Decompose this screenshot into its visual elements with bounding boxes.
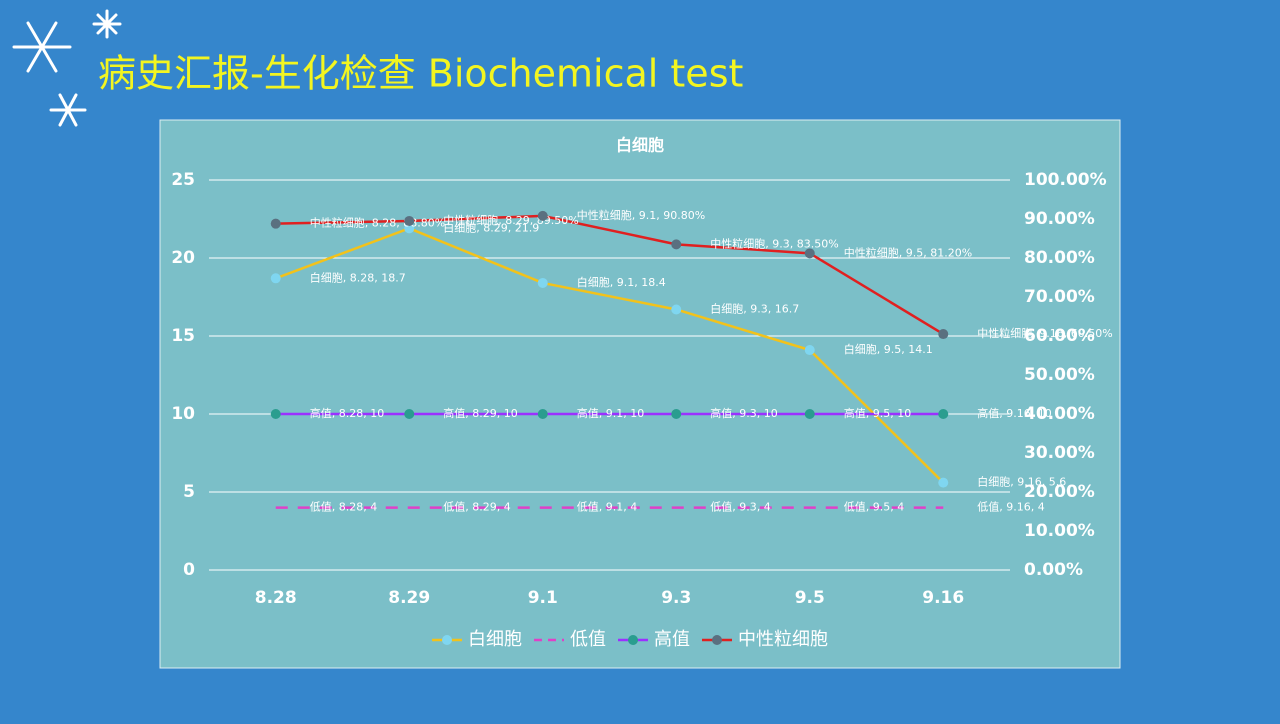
y-tick-label: 20 bbox=[171, 248, 195, 268]
x-tick-label: 9.16 bbox=[922, 588, 964, 608]
data-point bbox=[804, 409, 815, 419]
y2-tick-label: 70.00% bbox=[1024, 287, 1095, 307]
data-point bbox=[938, 477, 949, 488]
series-line bbox=[275, 214, 944, 336]
data-label: 低值, 8.29, 4 bbox=[443, 501, 510, 514]
data-point bbox=[938, 409, 949, 419]
data-point bbox=[270, 273, 281, 284]
data-point bbox=[671, 409, 682, 419]
data-point bbox=[270, 409, 281, 419]
data-point bbox=[404, 409, 415, 419]
snowflake-decoration bbox=[12, 9, 122, 127]
legend-label: 低值 bbox=[570, 629, 606, 650]
data-point bbox=[404, 215, 415, 226]
y-tick-label: 10 bbox=[171, 404, 195, 424]
y2-tick-label: 10.00% bbox=[1024, 521, 1095, 541]
legend-label: 白细胞 bbox=[468, 629, 522, 650]
data-point bbox=[537, 277, 548, 288]
y2-tick-label: 50.00% bbox=[1024, 365, 1095, 385]
x-tick-label: 9.3 bbox=[661, 588, 691, 608]
x-tick-label: 9.1 bbox=[528, 588, 558, 608]
data-label: 低值, 9.16, 4 bbox=[977, 501, 1044, 514]
y-tick-label: 15 bbox=[171, 326, 195, 346]
data-label: 低值, 9.1, 4 bbox=[577, 501, 637, 514]
x-tick-label: 8.28 bbox=[255, 588, 297, 608]
data-label: 高值, 9.5, 10 bbox=[844, 406, 911, 420]
data-label: 高值, 9.16, 10 bbox=[977, 406, 1051, 420]
data-label: 低值, 8.28, 4 bbox=[310, 501, 377, 514]
data-label: 白细胞, 9.3, 16.7 bbox=[710, 301, 799, 315]
data-label: 白细胞, 8.28, 18.7 bbox=[310, 270, 406, 284]
data-point bbox=[270, 218, 281, 229]
y2-tick-label: 20.00% bbox=[1024, 482, 1095, 502]
data-point bbox=[938, 329, 949, 340]
chart-title: 白细胞 bbox=[616, 136, 664, 155]
data-point bbox=[671, 304, 682, 315]
data-label: 中性粒细胞, 9.3, 83.50% bbox=[710, 236, 838, 250]
data-point bbox=[404, 223, 415, 234]
data-label: 高值, 9.3, 10 bbox=[710, 406, 777, 420]
series-line bbox=[275, 227, 945, 484]
y2-tick-label: 60.00% bbox=[1024, 326, 1095, 346]
y-tick-label: 0 bbox=[183, 560, 195, 580]
data-point bbox=[537, 409, 548, 419]
data-label: 中性粒细胞, 9.16, 60.50% bbox=[977, 326, 1112, 340]
x-tick-label: 9.5 bbox=[795, 588, 825, 608]
data-point bbox=[804, 248, 815, 259]
data-label: 高值, 9.1, 10 bbox=[577, 406, 644, 420]
data-label: 中性粒细胞, 8.29, 89.50% bbox=[443, 213, 578, 227]
data-label: 中性粒细胞, 8.28, 88.80% bbox=[310, 216, 445, 230]
data-point bbox=[804, 345, 815, 356]
y2-tick-label: 90.00% bbox=[1024, 209, 1095, 229]
data-label: 白细胞, 9.5, 14.1 bbox=[844, 342, 933, 356]
legend-marker bbox=[712, 635, 722, 645]
data-label: 中性粒细胞, 9.1, 90.80% bbox=[577, 208, 705, 222]
data-label: 中性粒细胞, 9.5, 81.20% bbox=[844, 245, 972, 259]
slide-title: 病史汇报-生化检查 Biochemical test bbox=[98, 52, 743, 96]
data-point bbox=[537, 210, 548, 221]
data-label: 白细胞, 9.1, 18.4 bbox=[577, 275, 666, 289]
y2-tick-label: 0.00% bbox=[1024, 560, 1083, 580]
y2-tick-label: 80.00% bbox=[1024, 248, 1095, 268]
data-label: 高值, 8.28, 10 bbox=[310, 406, 384, 420]
y-tick-label: 5 bbox=[183, 482, 195, 502]
data-label: 高值, 8.29, 10 bbox=[443, 406, 517, 420]
legend-label: 高值 bbox=[654, 629, 690, 650]
y2-tick-label: 30.00% bbox=[1024, 443, 1095, 463]
legend-marker bbox=[442, 635, 452, 645]
data-label: 白细胞, 9.16, 5.6 bbox=[977, 475, 1066, 489]
chart-area bbox=[159, 119, 1121, 669]
data-label: 低值, 9.3, 4 bbox=[710, 501, 770, 514]
x-tick-label: 8.29 bbox=[388, 588, 430, 608]
data-label: 白细胞, 8.29, 21.9 bbox=[443, 220, 539, 234]
y-tick-label: 25 bbox=[171, 170, 195, 190]
data-label: 低值, 9.5, 4 bbox=[844, 501, 904, 514]
data-point bbox=[671, 239, 682, 250]
legend-marker bbox=[628, 635, 638, 645]
y2-tick-label: 40.00% bbox=[1024, 404, 1095, 424]
legend-label: 中性粒细胞 bbox=[738, 629, 828, 650]
y2-tick-label: 100.00% bbox=[1024, 170, 1107, 190]
